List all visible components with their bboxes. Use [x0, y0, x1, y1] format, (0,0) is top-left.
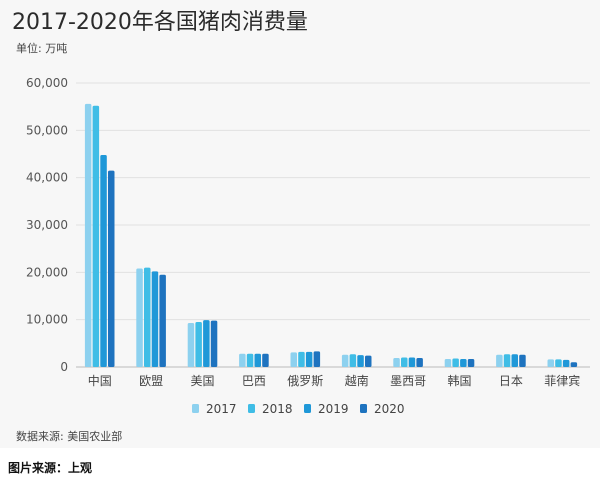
bar — [519, 354, 526, 367]
bar-group — [496, 354, 526, 367]
y-tick-label: 50,000 — [26, 123, 68, 137]
bar — [210, 320, 218, 367]
x-tick-label: 欧盟 — [139, 374, 163, 388]
bar-group — [290, 351, 321, 367]
bar — [416, 358, 423, 367]
bar — [298, 351, 305, 367]
legend: 2017 2018 2019 2020 — [192, 402, 405, 416]
y-axis-ticks: 0 10,000 20,000 30,000 40,000 50,000 60,000 — [26, 76, 68, 374]
bar-group — [444, 358, 475, 367]
bar-group — [136, 267, 166, 367]
legend-item: 2018 — [248, 402, 293, 416]
bar-group — [84, 103, 115, 368]
bar — [100, 154, 107, 367]
bar — [108, 170, 115, 367]
x-tick-label: 日本 — [499, 374, 523, 388]
legend-item: 2020 — [360, 402, 405, 416]
legend-label: 2020 — [374, 402, 405, 416]
bar — [408, 357, 416, 367]
y-tick-label: 30,000 — [26, 218, 68, 232]
bar — [401, 357, 408, 367]
bar — [393, 358, 400, 367]
bar — [365, 355, 372, 367]
bar — [92, 105, 100, 367]
bar — [555, 359, 562, 367]
legend-swatch — [304, 404, 311, 413]
legend-label: 2019 — [318, 402, 349, 416]
bar — [357, 355, 364, 367]
y-tick-label: 40,000 — [26, 171, 68, 185]
legend-item: 2017 — [192, 402, 237, 416]
bar-group — [341, 354, 372, 367]
x-tick-label: 巴西 — [242, 374, 266, 388]
y-tick-label: 0 — [60, 360, 68, 374]
bar — [444, 358, 452, 367]
legend-label: 2018 — [262, 402, 293, 416]
y-tick-label: 20,000 — [26, 265, 68, 279]
bar — [467, 358, 475, 367]
bar — [570, 362, 578, 367]
bar — [460, 358, 467, 367]
grid-lines — [76, 82, 590, 368]
bar — [349, 354, 357, 367]
bar — [262, 353, 269, 367]
bar — [239, 353, 246, 367]
bar — [246, 353, 254, 367]
bar — [496, 354, 503, 367]
bar — [84, 103, 92, 368]
y-tick-label: 10,000 — [26, 313, 68, 327]
legend-label: 2017 — [206, 402, 237, 416]
bar-group — [187, 320, 218, 367]
bar — [562, 359, 570, 367]
y-tick-label: 60,000 — [26, 76, 68, 90]
x-tick-label: 俄罗斯 — [287, 374, 323, 388]
x-tick-label: 中国 — [88, 373, 112, 388]
bar — [341, 354, 349, 367]
bar — [547, 359, 554, 367]
x-tick-label: 墨西哥 — [390, 374, 426, 388]
x-tick-label: 越南 — [345, 373, 369, 388]
bar — [452, 358, 459, 367]
bar — [136, 268, 143, 367]
bar — [151, 271, 159, 367]
legend-swatch — [192, 404, 199, 413]
bar — [187, 322, 195, 367]
x-axis-labels: 中国 欧盟 美国 巴西 俄罗斯 越南 墨西哥 韩国 日本 菲律宾 — [88, 373, 581, 388]
legend-item: 2019 — [304, 402, 349, 416]
chart-panel — [0, 0, 600, 448]
data-source-note: 数据来源: 美国农业部 — [16, 430, 123, 443]
legend-swatch — [248, 404, 255, 413]
bar — [290, 352, 297, 367]
bar-groups — [84, 103, 578, 368]
image-credit: 图片来源：上观 — [8, 461, 93, 475]
bar — [313, 351, 321, 367]
x-tick-label: 菲律宾 — [544, 373, 580, 388]
bar — [511, 354, 518, 367]
bar — [195, 322, 202, 367]
x-tick-label: 美国 — [190, 374, 214, 388]
bar — [254, 353, 261, 367]
bar — [503, 354, 511, 367]
bar-group — [239, 353, 269, 367]
bar-group — [393, 357, 423, 367]
bar — [305, 351, 313, 367]
bar — [144, 267, 151, 367]
bar — [159, 274, 166, 367]
unit-label: 单位: 万吨 — [16, 42, 68, 55]
x-tick-label: 韩国 — [447, 373, 471, 388]
bar — [203, 320, 210, 367]
chart-title: 2017-2020年各国猪肉消费量 — [12, 10, 308, 35]
legend-swatch — [360, 404, 367, 413]
bar-chart: 0 10,000 20,000 30,000 40,000 50,000 60,000 中国… — [26, 76, 590, 416]
bar-group — [547, 359, 578, 367]
